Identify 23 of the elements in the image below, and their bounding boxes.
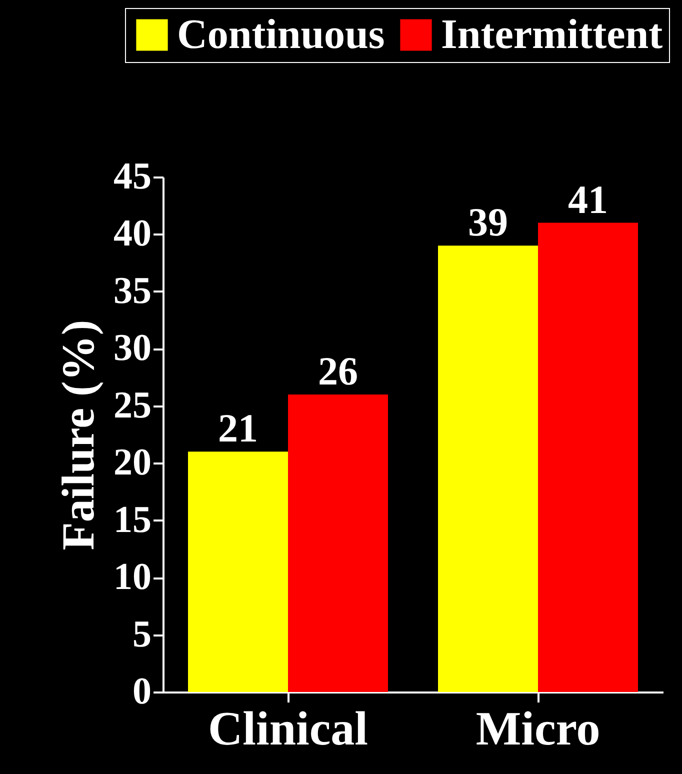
y-tick-label: 15: [114, 498, 152, 541]
legend-label: Continuous: [177, 12, 385, 58]
bar: [188, 452, 288, 692]
data-label: 39: [468, 200, 508, 245]
y-tick-label: 40: [114, 212, 152, 255]
legend-label: Intermittent: [441, 12, 663, 58]
y-tick-label: 20: [114, 442, 152, 484]
bar: [538, 222, 638, 692]
y-tick-label: 45: [114, 156, 152, 198]
data-label: 21: [218, 406, 258, 451]
y-tick-label: 25: [114, 384, 152, 426]
x-tick-label: Clinical: [208, 702, 368, 756]
y-tick-label: 35: [114, 270, 152, 312]
data-label: 41: [568, 176, 608, 222]
x-tick-label: Micro: [476, 702, 600, 756]
bar: [288, 394, 388, 692]
y-tick-label: 30: [114, 327, 152, 370]
y-tick-label: 10: [114, 556, 152, 598]
data-label: 26: [318, 348, 358, 394]
y-axis-title: Failure (%): [52, 320, 104, 550]
bar: [438, 246, 538, 692]
y-tick-label: 0: [132, 670, 152, 712]
y-tick-label: 5: [132, 613, 152, 656]
